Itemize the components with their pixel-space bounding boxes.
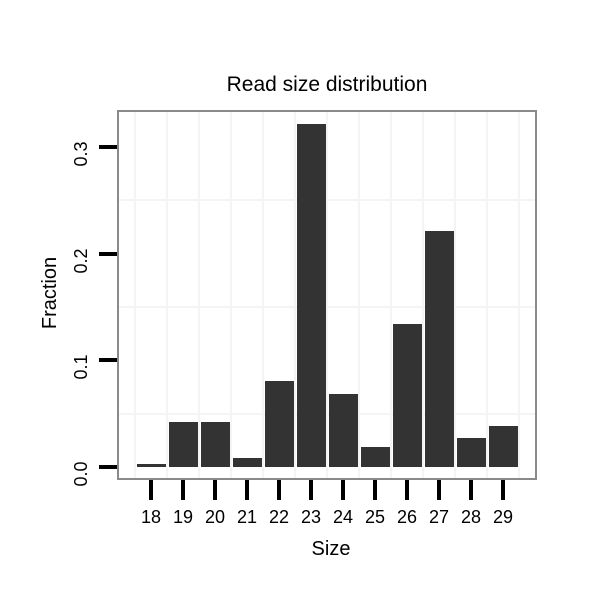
x-tick-label: 25 (364, 507, 386, 527)
bar (296, 124, 326, 467)
bar (136, 464, 166, 467)
vertical-gridline (134, 112, 136, 478)
x-tick (469, 480, 473, 500)
bar (360, 447, 390, 467)
x-tick-label: 23 (300, 507, 322, 527)
vertical-gridline (422, 112, 424, 478)
plot-panel (117, 110, 537, 480)
bar (232, 458, 262, 467)
y-tick (99, 465, 117, 469)
y-tick-label: 0.3 (71, 141, 91, 167)
x-tick-label: 29 (492, 507, 514, 527)
horizontal-gridline (119, 199, 535, 202)
bar (264, 381, 294, 467)
x-tick (213, 480, 217, 500)
bar (424, 231, 454, 467)
x-tick-label: 22 (268, 507, 290, 527)
bar (328, 394, 358, 467)
vertical-gridline (294, 112, 296, 478)
x-tick (373, 480, 377, 500)
bar (488, 426, 518, 467)
vertical-gridline (518, 112, 520, 478)
bar (168, 422, 198, 467)
vertical-gridline (358, 112, 360, 478)
x-tick (181, 480, 185, 500)
vertical-gridline (454, 112, 456, 478)
horizontal-gridline (119, 412, 535, 415)
x-tick-label: 26 (396, 507, 418, 527)
y-axis-title: Fraction (39, 256, 61, 330)
vertical-gridline (230, 112, 232, 478)
x-axis-title: Size (311, 538, 351, 560)
x-tick (309, 480, 313, 500)
x-tick-label: 21 (236, 507, 258, 527)
y-tick-label: 0.2 (71, 248, 91, 274)
vertical-gridline (262, 112, 264, 478)
chart-title: Read size distribution (226, 73, 428, 96)
vertical-gridline (326, 112, 328, 478)
y-tick (99, 358, 117, 363)
bar (456, 438, 486, 467)
vertical-gridline (166, 112, 168, 478)
x-tick-label: 19 (172, 507, 194, 527)
y-tick (99, 251, 117, 256)
horizontal-gridline (119, 306, 535, 308)
x-tick-label: 27 (428, 507, 450, 527)
x-tick (277, 480, 281, 500)
y-tick (99, 145, 117, 149)
y-tick-label: 0.0 (71, 461, 91, 487)
x-tick-label: 20 (204, 507, 226, 527)
bar (392, 324, 422, 467)
x-tick-label: 18 (140, 507, 162, 527)
x-tick (501, 480, 505, 500)
x-tick (149, 480, 153, 500)
x-tick (405, 480, 409, 500)
vertical-gridline (486, 112, 488, 478)
y-tick-label: 0.1 (71, 354, 91, 380)
vertical-gridline (198, 112, 200, 478)
vertical-gridline (390, 112, 392, 478)
x-tick (341, 480, 345, 500)
bar (200, 422, 230, 467)
x-tick (245, 480, 249, 500)
x-tick-label: 28 (460, 507, 482, 527)
x-tick-label: 24 (332, 507, 354, 527)
x-tick (437, 480, 441, 500)
